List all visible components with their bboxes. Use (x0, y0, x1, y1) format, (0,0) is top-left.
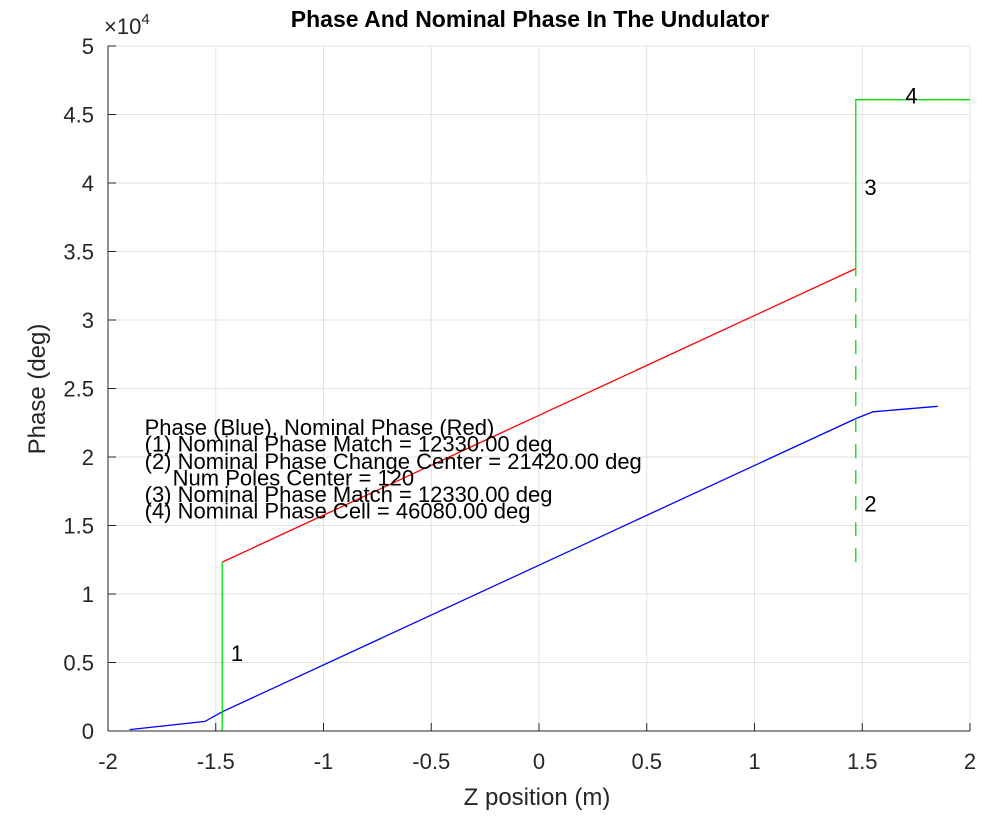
x-tick-label: 2 (964, 749, 976, 774)
y-tick-label: 0.5 (63, 651, 94, 676)
y-tick-label: 2 (82, 445, 94, 470)
x-tick-label: 0 (533, 749, 545, 774)
x-tick-label: -2 (98, 749, 118, 774)
annotation-5: (3) Nominal Phase Match = 12330.00 deg (145, 482, 553, 507)
x-tick-labels: -2 -1.5 -1 -0.5 0 0.5 1 1.5 2 (98, 749, 976, 774)
y-exponent-power: 4 (141, 11, 150, 28)
y-axis-label: Phase (deg) (24, 324, 51, 455)
x-tick-label: -0.5 (412, 749, 450, 774)
y-tick-label: 1.5 (63, 514, 94, 539)
y-tick-label: 3 (82, 308, 94, 333)
annotations: Phase (Blue), Nominal Phase (Red)(1) Nom… (145, 83, 918, 666)
x-tick-label: 1.5 (847, 749, 878, 774)
annotation-9: 3 (864, 175, 876, 200)
y-axis-exponent: ×104 (104, 11, 150, 40)
y-tick-label: 4 (82, 171, 94, 196)
annotation-7: 1 (231, 641, 243, 666)
y-exponent-base: ×10 (104, 14, 142, 39)
annotation-4: Num Poles Center = 120 (173, 466, 415, 491)
x-tick-label: -1.5 (197, 749, 235, 774)
series-line-2 (221, 268, 857, 563)
x-tick-label: 0.5 (631, 749, 662, 774)
y-tick-label: 0 (82, 719, 94, 744)
series-line-1 (129, 405, 938, 731)
chart-title: Phase And Nominal Phase In The Undulator (290, 6, 770, 32)
x-tick-label: 1 (748, 749, 760, 774)
y-tick-label: 3.5 (63, 240, 94, 265)
y-tick-label: 4.5 (63, 103, 94, 128)
series-line-5 (855, 99, 970, 269)
y-tick-label: 5 (82, 34, 94, 59)
y-tick-label: 1 (82, 582, 94, 607)
annotation-10: 4 (905, 83, 917, 108)
annotation-1: Phase (Blue), Nominal Phase (Red) (145, 415, 495, 440)
grid (107, 45, 971, 732)
x-axis-label: Z position (m) (464, 784, 611, 811)
annotation-8: 2 (864, 492, 876, 517)
axes (107, 45, 971, 732)
y-tick-label: 2.5 (63, 377, 94, 402)
annotation-2: (1) Nominal Phase Match = 12330.00 deg (145, 431, 553, 456)
y-tick-labels: 0 0.5 1 1.5 2 2.5 3 3.5 4 4.5 5 (63, 34, 94, 744)
plot-lines (129, 99, 970, 731)
annotation-3: (2) Nominal Phase Change Center = 21420.… (145, 449, 642, 474)
annotation-6: (4) Nominal Phase Cell = 46080.00 deg (145, 498, 531, 523)
x-tick-label: -1 (314, 749, 334, 774)
